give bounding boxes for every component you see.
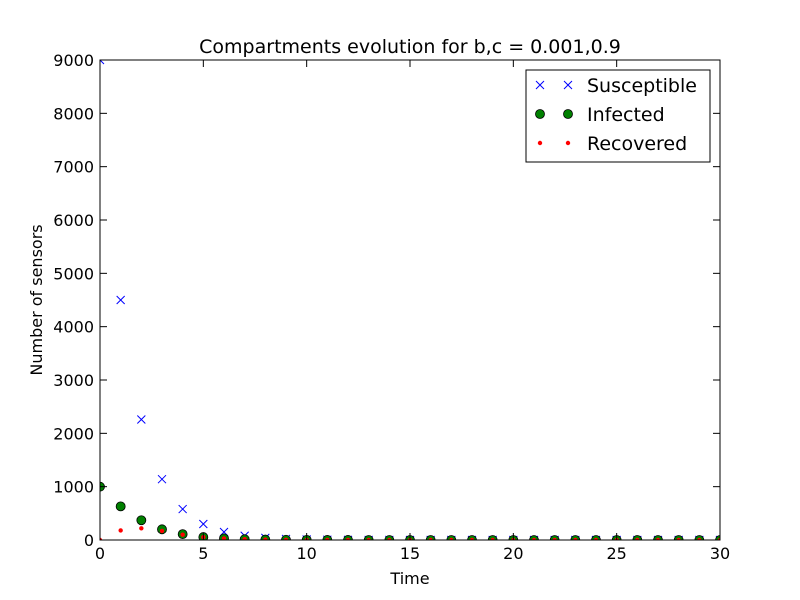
recovered-point (366, 537, 371, 540)
y-tick-label: 1000 (53, 478, 94, 497)
recovered-point (449, 537, 454, 540)
infected-point (136, 515, 147, 526)
y-tick-label: 2000 (53, 424, 94, 443)
recovered-point (345, 537, 351, 540)
x-tick-label: 25 (606, 544, 626, 563)
recovered-point (100, 537, 103, 540)
legend: Susceptible Infected Recovered (525, 69, 711, 163)
y-tick-label: 7000 (53, 158, 94, 177)
recovered-legend-marker (565, 140, 571, 146)
recovered-point (635, 537, 640, 540)
infected-point (673, 535, 684, 540)
infected-point (467, 535, 477, 540)
infected-point (446, 535, 457, 540)
infected-point (487, 535, 498, 540)
infected-legend-marker (535, 109, 545, 119)
x-tick-label: 10 (296, 544, 316, 563)
legend-label: Infected (587, 104, 665, 126)
recovered-point (552, 537, 557, 540)
recovered-point (283, 537, 289, 540)
x-axis-label: Time (389, 569, 429, 588)
recovered-point (221, 536, 227, 540)
infected-point (653, 535, 663, 540)
y-tick-label: 3000 (53, 371, 94, 390)
y-tick-label: 4000 (53, 318, 94, 337)
x-tick-label: 0 (95, 544, 105, 563)
y-tick-label: 9000 (53, 51, 94, 70)
susceptible-point (157, 474, 167, 484)
legend-label: Susceptible (587, 75, 697, 97)
infected-legend-marker (563, 109, 573, 119)
recovered-point (263, 537, 268, 540)
recovered-point (325, 537, 330, 540)
susceptible-point (116, 295, 126, 305)
x-tick-label: 5 (198, 544, 208, 563)
recovered-point (593, 537, 599, 540)
recovered-point (242, 537, 247, 540)
y-tick-label: 0 (84, 531, 94, 550)
legend-item-recovered: Recovered (537, 133, 687, 155)
infected-point (529, 535, 539, 540)
legend-item-susceptible: Susceptible (535, 75, 697, 97)
recovered-point (180, 532, 185, 537)
recovered-point (717, 537, 720, 540)
axes: 0 5 10 15 20 25 30 0 1000 2000 3000 4000 5000 6000 700… (53, 51, 730, 563)
recovered-point (428, 537, 433, 540)
recovered-point (573, 537, 578, 540)
y-axis-label: Number of sensors (27, 224, 46, 375)
infected-point (384, 535, 395, 540)
susceptible-point (100, 60, 105, 65)
recovered-point (655, 537, 661, 540)
x-tick-label: 20 (503, 544, 523, 563)
legend-box (525, 69, 711, 163)
infected-point (591, 535, 601, 540)
chart-title: Compartments evolution for b,c = 0.001,0… (199, 36, 621, 58)
recovered-point (676, 537, 681, 540)
recovered-point (159, 528, 165, 534)
infected-point (115, 501, 126, 512)
infected-point (425, 535, 436, 540)
susceptible-point (178, 504, 188, 514)
x-tick-label: 30 (710, 544, 730, 563)
susceptible-point (136, 415, 146, 424)
infected-point (549, 535, 560, 540)
recovered-point (387, 537, 392, 540)
x-tick-label: 15 (400, 544, 420, 563)
infected-point (570, 535, 581, 540)
susceptible-legend-marker (535, 80, 545, 90)
recovered-point (118, 528, 123, 533)
infected-point (694, 535, 705, 540)
susceptible-legend-marker (563, 80, 573, 90)
recovered-legend-marker (537, 140, 543, 146)
y-tick-label: 5000 (53, 264, 94, 283)
recovered-point (490, 537, 495, 540)
recovered-point (697, 537, 702, 540)
recovered-point (531, 537, 537, 540)
y-tick-label: 8000 (53, 104, 94, 123)
recovered-point (139, 526, 144, 531)
legend-label: Recovered (587, 133, 687, 155)
infected-point (632, 535, 643, 540)
recovered-point (469, 537, 475, 540)
y-tick-label: 6000 (53, 211, 94, 230)
infected-point (363, 535, 374, 540)
legend-item-infected: Infected (535, 104, 665, 126)
susceptible-point (198, 519, 208, 529)
